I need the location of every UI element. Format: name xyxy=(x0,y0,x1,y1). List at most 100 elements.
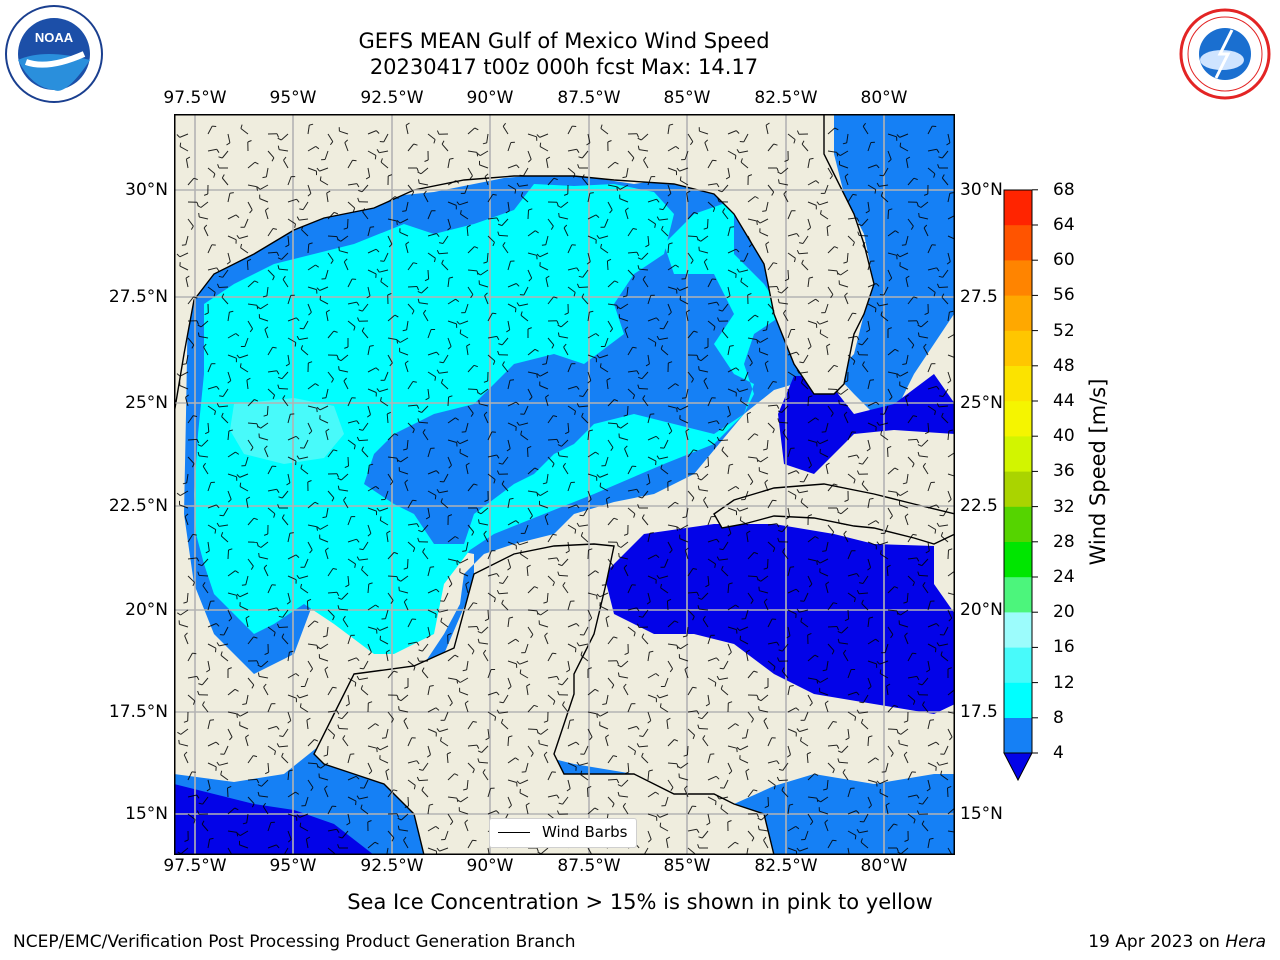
wind-barb xyxy=(545,275,550,288)
wind-barb xyxy=(907,675,920,681)
wind-barb xyxy=(458,807,469,815)
wind-barb xyxy=(578,150,589,159)
wind-barb xyxy=(661,225,669,237)
map-frame xyxy=(174,114,955,855)
wind-barb xyxy=(679,415,689,424)
wind-barb xyxy=(447,201,457,210)
wind-barb xyxy=(587,688,599,696)
wind-barb xyxy=(667,643,679,650)
wind-barb xyxy=(277,504,288,509)
wind-barb xyxy=(887,269,893,282)
wind-barb xyxy=(307,480,312,492)
wind-barb xyxy=(323,745,329,757)
wind-barb xyxy=(376,626,389,631)
wind-barb xyxy=(256,303,269,310)
wind-barb xyxy=(763,439,769,451)
wind-barb xyxy=(707,201,716,212)
wind-barb xyxy=(440,498,449,509)
wind-barb xyxy=(427,447,435,458)
wind-barb xyxy=(216,761,229,766)
wind-barb xyxy=(836,150,849,157)
wind-barb xyxy=(300,439,309,449)
wind-barb xyxy=(367,367,380,373)
wind-barb xyxy=(507,677,512,690)
wind-barb xyxy=(259,194,269,203)
wind-barb xyxy=(787,825,800,832)
wind-barb xyxy=(747,354,753,367)
wind-barb xyxy=(807,180,820,186)
wind-barb xyxy=(687,330,698,339)
wind-barb xyxy=(827,602,838,611)
wind-barb xyxy=(387,433,399,441)
wind-barb xyxy=(627,269,635,281)
wind-barb xyxy=(201,820,209,832)
wind-barb xyxy=(463,779,469,791)
wind-barb xyxy=(787,803,794,815)
wind-barb xyxy=(617,541,629,548)
wind-barb xyxy=(176,490,189,497)
wind-barb xyxy=(287,711,292,724)
wind-barb xyxy=(557,558,569,567)
wind-barb xyxy=(547,337,555,349)
wind-barb xyxy=(567,385,580,390)
wind-barb xyxy=(367,248,380,254)
wind-barb xyxy=(307,361,313,373)
wind-barb xyxy=(447,180,460,186)
colorbar-segment xyxy=(1004,401,1032,437)
wind-barb xyxy=(247,558,254,570)
wind-barb xyxy=(527,208,533,220)
wind-barb xyxy=(858,456,869,465)
wind-barb xyxy=(338,711,349,720)
wind-barb xyxy=(207,167,216,178)
wind-barb xyxy=(446,751,452,764)
wind-barb xyxy=(379,755,389,764)
wind-barb xyxy=(727,248,740,254)
wind-barb xyxy=(703,377,709,390)
wind-barb xyxy=(627,228,638,237)
wind-barb xyxy=(301,796,309,807)
wind-barb xyxy=(847,810,860,815)
wind-barb xyxy=(719,541,729,551)
wind-barb xyxy=(300,677,309,687)
wind-barb xyxy=(441,259,449,271)
wind-barb xyxy=(187,575,195,587)
wind-barb xyxy=(624,445,629,458)
wind-barb xyxy=(756,337,769,343)
wind-barb xyxy=(202,701,209,713)
wind-barb xyxy=(656,574,669,579)
colorbar-tick: 56 xyxy=(1053,285,1075,306)
wind-barb xyxy=(277,384,289,390)
wind-barb xyxy=(587,728,593,741)
wind-barb xyxy=(207,363,216,373)
wind-barb xyxy=(397,575,409,582)
wind-barb xyxy=(447,813,454,826)
wind-barb xyxy=(765,122,770,135)
wind-barb xyxy=(456,677,469,683)
wind-barb xyxy=(876,779,889,785)
wind-barb xyxy=(487,711,497,721)
wind-barb xyxy=(342,735,349,747)
wind-barb xyxy=(196,810,209,815)
wind-barb xyxy=(837,745,849,753)
wind-barb xyxy=(827,626,840,631)
wind-barb xyxy=(747,670,758,679)
wind-barb xyxy=(264,643,269,656)
wind-barb xyxy=(347,420,360,425)
wind-barb xyxy=(527,133,538,141)
wind-barb xyxy=(607,184,618,191)
wind-barb xyxy=(767,523,780,528)
wind-barb xyxy=(759,347,769,356)
wind-barb xyxy=(242,694,249,705)
wind-barb xyxy=(847,235,855,247)
wind-barb xyxy=(667,422,673,435)
chart-subtitle: 20230417 t00z 000h fcst Max: 14.17 xyxy=(369,55,759,79)
wind-barb xyxy=(687,805,697,815)
lat-right-tick: 20°N xyxy=(960,600,1003,620)
wind-barb xyxy=(787,371,797,381)
wind-barb xyxy=(896,133,909,138)
wind-barb xyxy=(307,501,319,509)
wind-barb xyxy=(837,758,849,764)
wind-barb xyxy=(417,537,429,543)
wind-barb xyxy=(747,694,759,700)
wind-barb xyxy=(898,620,909,628)
